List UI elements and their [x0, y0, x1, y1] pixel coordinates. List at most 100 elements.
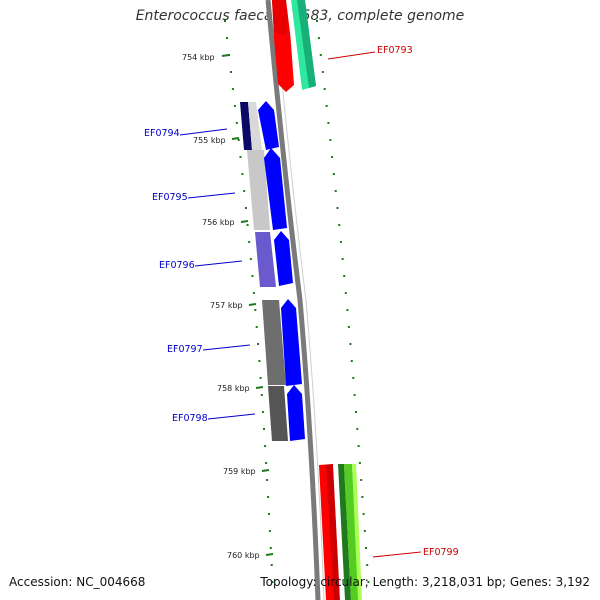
tick-dot: [331, 156, 334, 158]
tick-dot: [352, 377, 355, 379]
tick-dot: [226, 37, 228, 39]
tick-dot: [339, 241, 342, 243]
tick-dot: [327, 122, 330, 124]
gene-label-EF0798: EF0798: [172, 413, 208, 424]
tick-dot: [367, 581, 370, 583]
gene-arrow-lime: [352, 464, 362, 600]
gene-label-EF0794: EF0794: [144, 128, 180, 139]
tick-dot: [347, 326, 350, 328]
tick-dot: [363, 530, 366, 532]
tick-dot: [263, 428, 265, 430]
tick-dot: [361, 496, 364, 498]
tick-dot: [251, 275, 254, 277]
leader-line: [202, 344, 251, 351]
tick-dot: [341, 258, 344, 260]
gene-label-EF0799: EF0799: [423, 547, 459, 558]
tick-dot: [241, 173, 244, 175]
gene-label-EF0795: EF0795: [152, 192, 188, 203]
gene-shadow-dark-grey: [268, 386, 288, 441]
leader-line: [194, 260, 243, 267]
kbp-tick-label: 758 kbp: [217, 384, 250, 393]
tick-dot: [267, 496, 270, 498]
gene-arrow-blue: [258, 101, 279, 150]
tick-dot: [319, 54, 322, 56]
tick-dot: [329, 139, 332, 141]
tick-dot: [358, 462, 361, 464]
tick-dot: [321, 71, 324, 73]
tick-dot: [268, 513, 270, 515]
tick-dot: [235, 122, 238, 124]
tick-dot: [332, 173, 335, 175]
tick-dot: [349, 343, 352, 345]
tick-dot: [353, 394, 356, 396]
tick-dot: [254, 309, 257, 311]
kbp-tick-label: 757 kbp: [210, 301, 243, 310]
tick-dot: [271, 581, 274, 583]
tick-dot: [338, 224, 341, 226]
tick-dot: [336, 207, 339, 209]
gene-label-EF0793: EF0793: [377, 45, 413, 56]
tick-dot: [355, 411, 357, 413]
kbp-tick-marks: [221, 54, 274, 556]
gene-label-EF0796: EF0796: [159, 260, 195, 271]
tick-dot: [366, 564, 369, 566]
tick-dot: [260, 394, 263, 396]
tick-dot: [244, 207, 247, 209]
tick-dot: [249, 258, 252, 260]
tick-dot: [233, 105, 236, 107]
outer-tick-dots: [316, 20, 370, 583]
topology-summary: Topology: circular; Length: 3,218,031 bp…: [260, 575, 590, 589]
gene-arrow-green: [344, 464, 359, 600]
tick-dot: [334, 190, 337, 192]
kbp-tick-label: 756 kbp: [202, 218, 235, 227]
tick-dot: [239, 156, 242, 158]
tick-dot: [346, 309, 349, 311]
tick-dot: [243, 190, 246, 192]
tick-dot: [255, 326, 258, 328]
gene-shadow-grey: [247, 150, 270, 230]
tick-dot: [252, 292, 255, 294]
tick-dot: [325, 105, 328, 107]
leader-line: [187, 192, 236, 199]
kbp-tick-label: 755 kbp: [193, 136, 226, 145]
gene-shadow-lavender: [255, 232, 276, 287]
gene-EF0799: [319, 464, 362, 600]
leader-line: [327, 51, 376, 60]
tick-dot: [258, 360, 261, 362]
kbp-tick-label: 760 kbp: [227, 551, 260, 560]
tick-dot: [343, 275, 346, 277]
gene-arrow-white-strip: [286, 0, 302, 90]
tick-dot: [365, 547, 367, 549]
gene-arrow-blue: [287, 385, 305, 441]
gene-EF0793: [272, 0, 316, 92]
backbone-inner: [265, 0, 321, 600]
tick-dot: [261, 411, 264, 413]
gene-EF0794: [240, 101, 279, 150]
tick-dot: [268, 530, 271, 532]
gene-labels: EF0793 EF0794 EF0795 EF0796 EF0797 EF079…: [144, 45, 459, 558]
kbp-tick-label: 754 kbp: [182, 53, 215, 62]
gene-EF0795: [247, 148, 287, 230]
tick-dot: [362, 513, 365, 515]
leader-line: [207, 413, 256, 420]
gene-EF0798: [268, 385, 305, 441]
gene-arrow-blue: [281, 299, 302, 386]
backbone-outer: [273, 0, 325, 600]
tick-dot: [357, 445, 360, 447]
gene-arrow-blue: [274, 231, 293, 286]
gene-arrow-white-strip: [333, 464, 345, 600]
gene-shadow-dark-grey: [262, 300, 286, 385]
tick-dot: [350, 360, 353, 362]
gene-EF0796: [255, 231, 293, 287]
tick-dot: [248, 241, 251, 243]
kbp-tick-label: 759 kbp: [223, 467, 256, 476]
tick-dot: [344, 292, 347, 294]
leader-line: [372, 551, 422, 558]
kbp-tick-labels: 754 kbp 755 kbp 756 kbp 757 kbp 758 kbp …: [182, 53, 260, 560]
tick-dot: [317, 37, 320, 39]
tick-dot: [264, 445, 267, 447]
leader-line: [179, 128, 228, 136]
tick-dot: [231, 88, 234, 90]
gene-label-EF0797: EF0797: [167, 344, 203, 355]
